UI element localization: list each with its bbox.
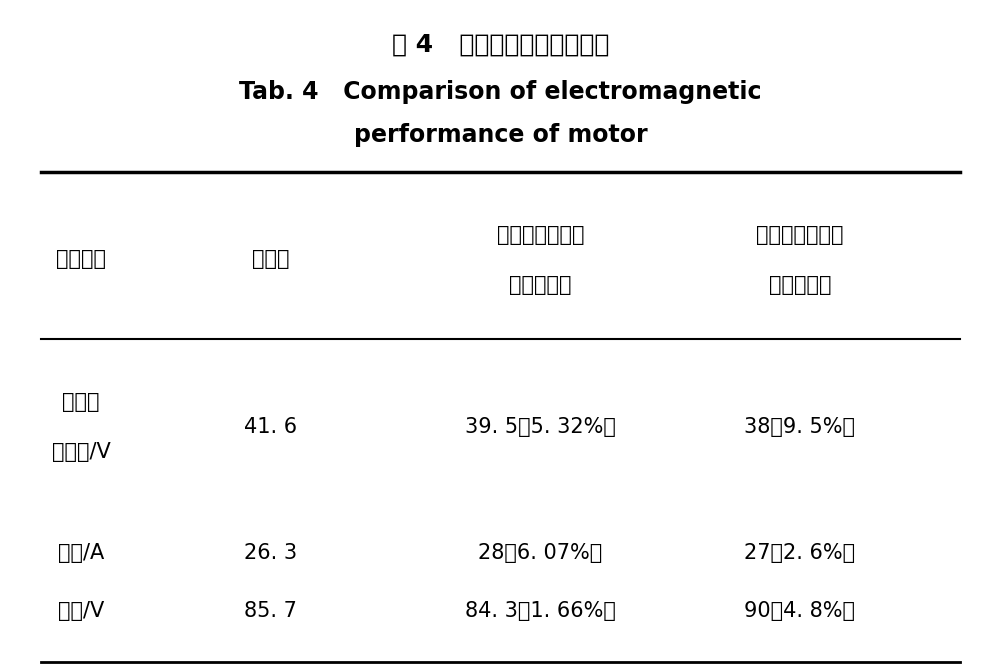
Text: 41. 6: 41. 6 bbox=[244, 417, 297, 437]
Text: 84. 3（1. 66%）: 84. 3（1. 66%） bbox=[465, 601, 616, 621]
Text: 28（6. 07%）: 28（6. 07%） bbox=[478, 543, 603, 563]
Text: 样机（与磁路法: 样机（与磁路法 bbox=[756, 225, 844, 246]
Text: 商软（与磁路法: 商软（与磁路法 bbox=[496, 225, 585, 246]
Text: 26. 3: 26. 3 bbox=[244, 543, 297, 563]
Text: 表 4   电机电磁性能对比汇总: 表 4 电机电磁性能对比汇总 bbox=[391, 33, 610, 57]
Text: 性能指标: 性能指标 bbox=[56, 249, 106, 268]
Text: 电动势/V: 电动势/V bbox=[52, 442, 111, 462]
Text: 90（4. 8%）: 90（4. 8%） bbox=[745, 601, 856, 621]
Text: 27（2. 6%）: 27（2. 6%） bbox=[745, 543, 856, 563]
Text: 85. 7: 85. 7 bbox=[244, 601, 297, 621]
Text: 磁路法: 磁路法 bbox=[252, 249, 289, 268]
Text: Tab. 4   Comparison of electromagnetic: Tab. 4 Comparison of electromagnetic bbox=[239, 80, 762, 103]
Text: performance of motor: performance of motor bbox=[353, 123, 648, 147]
Text: 电流/A: 电流/A bbox=[58, 543, 104, 563]
Text: 电压/V: 电压/V bbox=[58, 601, 104, 621]
Text: 空载反: 空载反 bbox=[62, 393, 100, 412]
Text: 39. 5（5. 32%）: 39. 5（5. 32%） bbox=[465, 417, 616, 437]
Text: 相对误差）: 相对误差） bbox=[510, 275, 572, 295]
Text: 38（9. 5%）: 38（9. 5%） bbox=[745, 417, 856, 437]
Text: 相对误差）: 相对误差） bbox=[769, 275, 831, 295]
